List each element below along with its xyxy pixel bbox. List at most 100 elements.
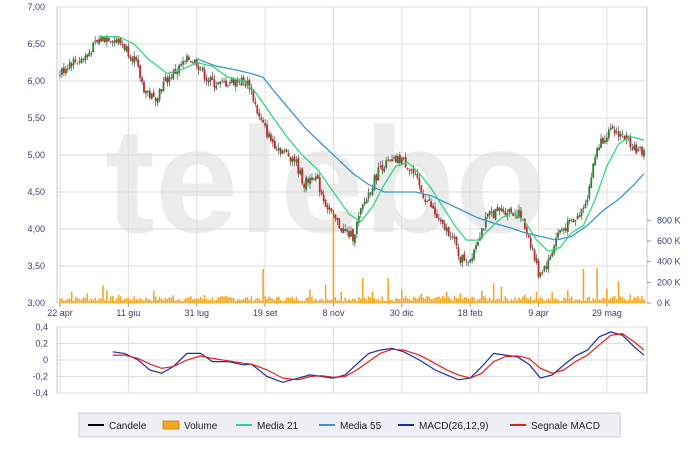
candle-body [234, 80, 237, 87]
volume-bar [158, 296, 161, 303]
candle-body [639, 147, 641, 148]
volume-bar [629, 294, 632, 303]
volume-bar [486, 300, 489, 303]
volume-bar [276, 297, 278, 303]
candle-body [482, 228, 485, 230]
price-tick-label: 3,50 [27, 261, 45, 271]
candle-body [605, 137, 608, 142]
legend-swatch-volume [162, 420, 180, 430]
candle-body [625, 134, 628, 141]
volume-bar [633, 297, 636, 303]
candle-body [424, 199, 427, 202]
candle-body [297, 158, 300, 174]
candle-body [510, 208, 513, 213]
volume-bar [475, 300, 477, 303]
candle-body [252, 88, 255, 102]
candle-body [76, 62, 79, 64]
candle-body [576, 215, 579, 220]
candle-body [348, 230, 350, 238]
candle-body [266, 124, 268, 137]
volume-bar [445, 291, 448, 303]
candle-body [410, 169, 413, 171]
candle-body [322, 194, 325, 202]
volume-bar [318, 299, 321, 303]
candle-body [467, 261, 470, 263]
volume-bar [422, 297, 425, 303]
candle-body [90, 53, 93, 54]
candle-body [180, 64, 182, 66]
candle-body [305, 177, 308, 190]
volume-bar [324, 284, 327, 303]
volume-bar [408, 298, 411, 303]
volume-bar [494, 300, 497, 303]
candle-body [281, 150, 284, 154]
volume-bar [481, 290, 483, 303]
volume-bar [420, 293, 423, 303]
price-tick-label: 6,00 [27, 76, 45, 86]
candle-body [334, 214, 337, 219]
price-tick-label: 3,00 [27, 298, 45, 308]
candle-body [486, 213, 489, 217]
candle-body [494, 209, 497, 220]
date-tick-label: 22 apr [47, 308, 73, 318]
candle-body [184, 60, 186, 62]
volume-bar [451, 300, 454, 303]
volume-bar [68, 298, 71, 303]
volume-bar [410, 300, 413, 303]
candle-body [268, 133, 270, 138]
volume-bar [160, 298, 163, 303]
candle-body [355, 221, 358, 234]
legend-label: Volume [184, 421, 218, 432]
volume-bar [164, 298, 167, 303]
volume-bar [504, 296, 507, 303]
volume-bar [430, 299, 432, 303]
candle-body [596, 148, 599, 158]
candle-body [496, 206, 499, 211]
candle-body [406, 168, 409, 170]
volume-bar [121, 300, 124, 303]
volume-bar [203, 294, 206, 303]
volume-tick-label: 800 K [657, 215, 681, 225]
volume-bar [309, 289, 311, 303]
volume-bar [150, 300, 153, 303]
candle-body [162, 81, 165, 91]
volume-bar [98, 298, 100, 303]
price-tick-label: 5,50 [27, 113, 45, 123]
candle-body [303, 184, 306, 188]
candle-body [420, 185, 423, 193]
candle-body [520, 210, 522, 220]
volume-bar [615, 299, 618, 303]
volume-bar [461, 299, 464, 303]
volume-tick-label: 600 K [657, 236, 681, 246]
candle-body [314, 176, 317, 180]
candle-body [563, 228, 565, 231]
volume-bar [393, 300, 395, 303]
candle-body [320, 191, 323, 195]
candle-body [357, 216, 360, 223]
price-tick-label: 4,50 [27, 187, 45, 197]
candle-body [113, 40, 116, 43]
volume-bar [502, 301, 505, 303]
candle-body [385, 160, 388, 168]
volume-bar [234, 301, 237, 303]
candle-body [434, 207, 436, 215]
volume-bar [574, 299, 577, 303]
candle-body [463, 253, 466, 261]
volume-bar [568, 298, 571, 303]
volume-bar [231, 297, 233, 303]
legend-label: Candele [109, 421, 147, 432]
candle-body [453, 236, 456, 239]
candle-body [443, 223, 446, 230]
candle-body [275, 149, 278, 151]
candle-body [572, 219, 575, 222]
candle-body [330, 208, 333, 212]
volume-bar [236, 299, 239, 303]
candle-body [111, 41, 114, 43]
candle-body [547, 259, 550, 270]
candle-body [354, 234, 356, 244]
volume-bar [188, 297, 190, 303]
volume-bar [154, 296, 157, 303]
volume-bar [192, 299, 194, 303]
volume-bar [621, 297, 624, 303]
